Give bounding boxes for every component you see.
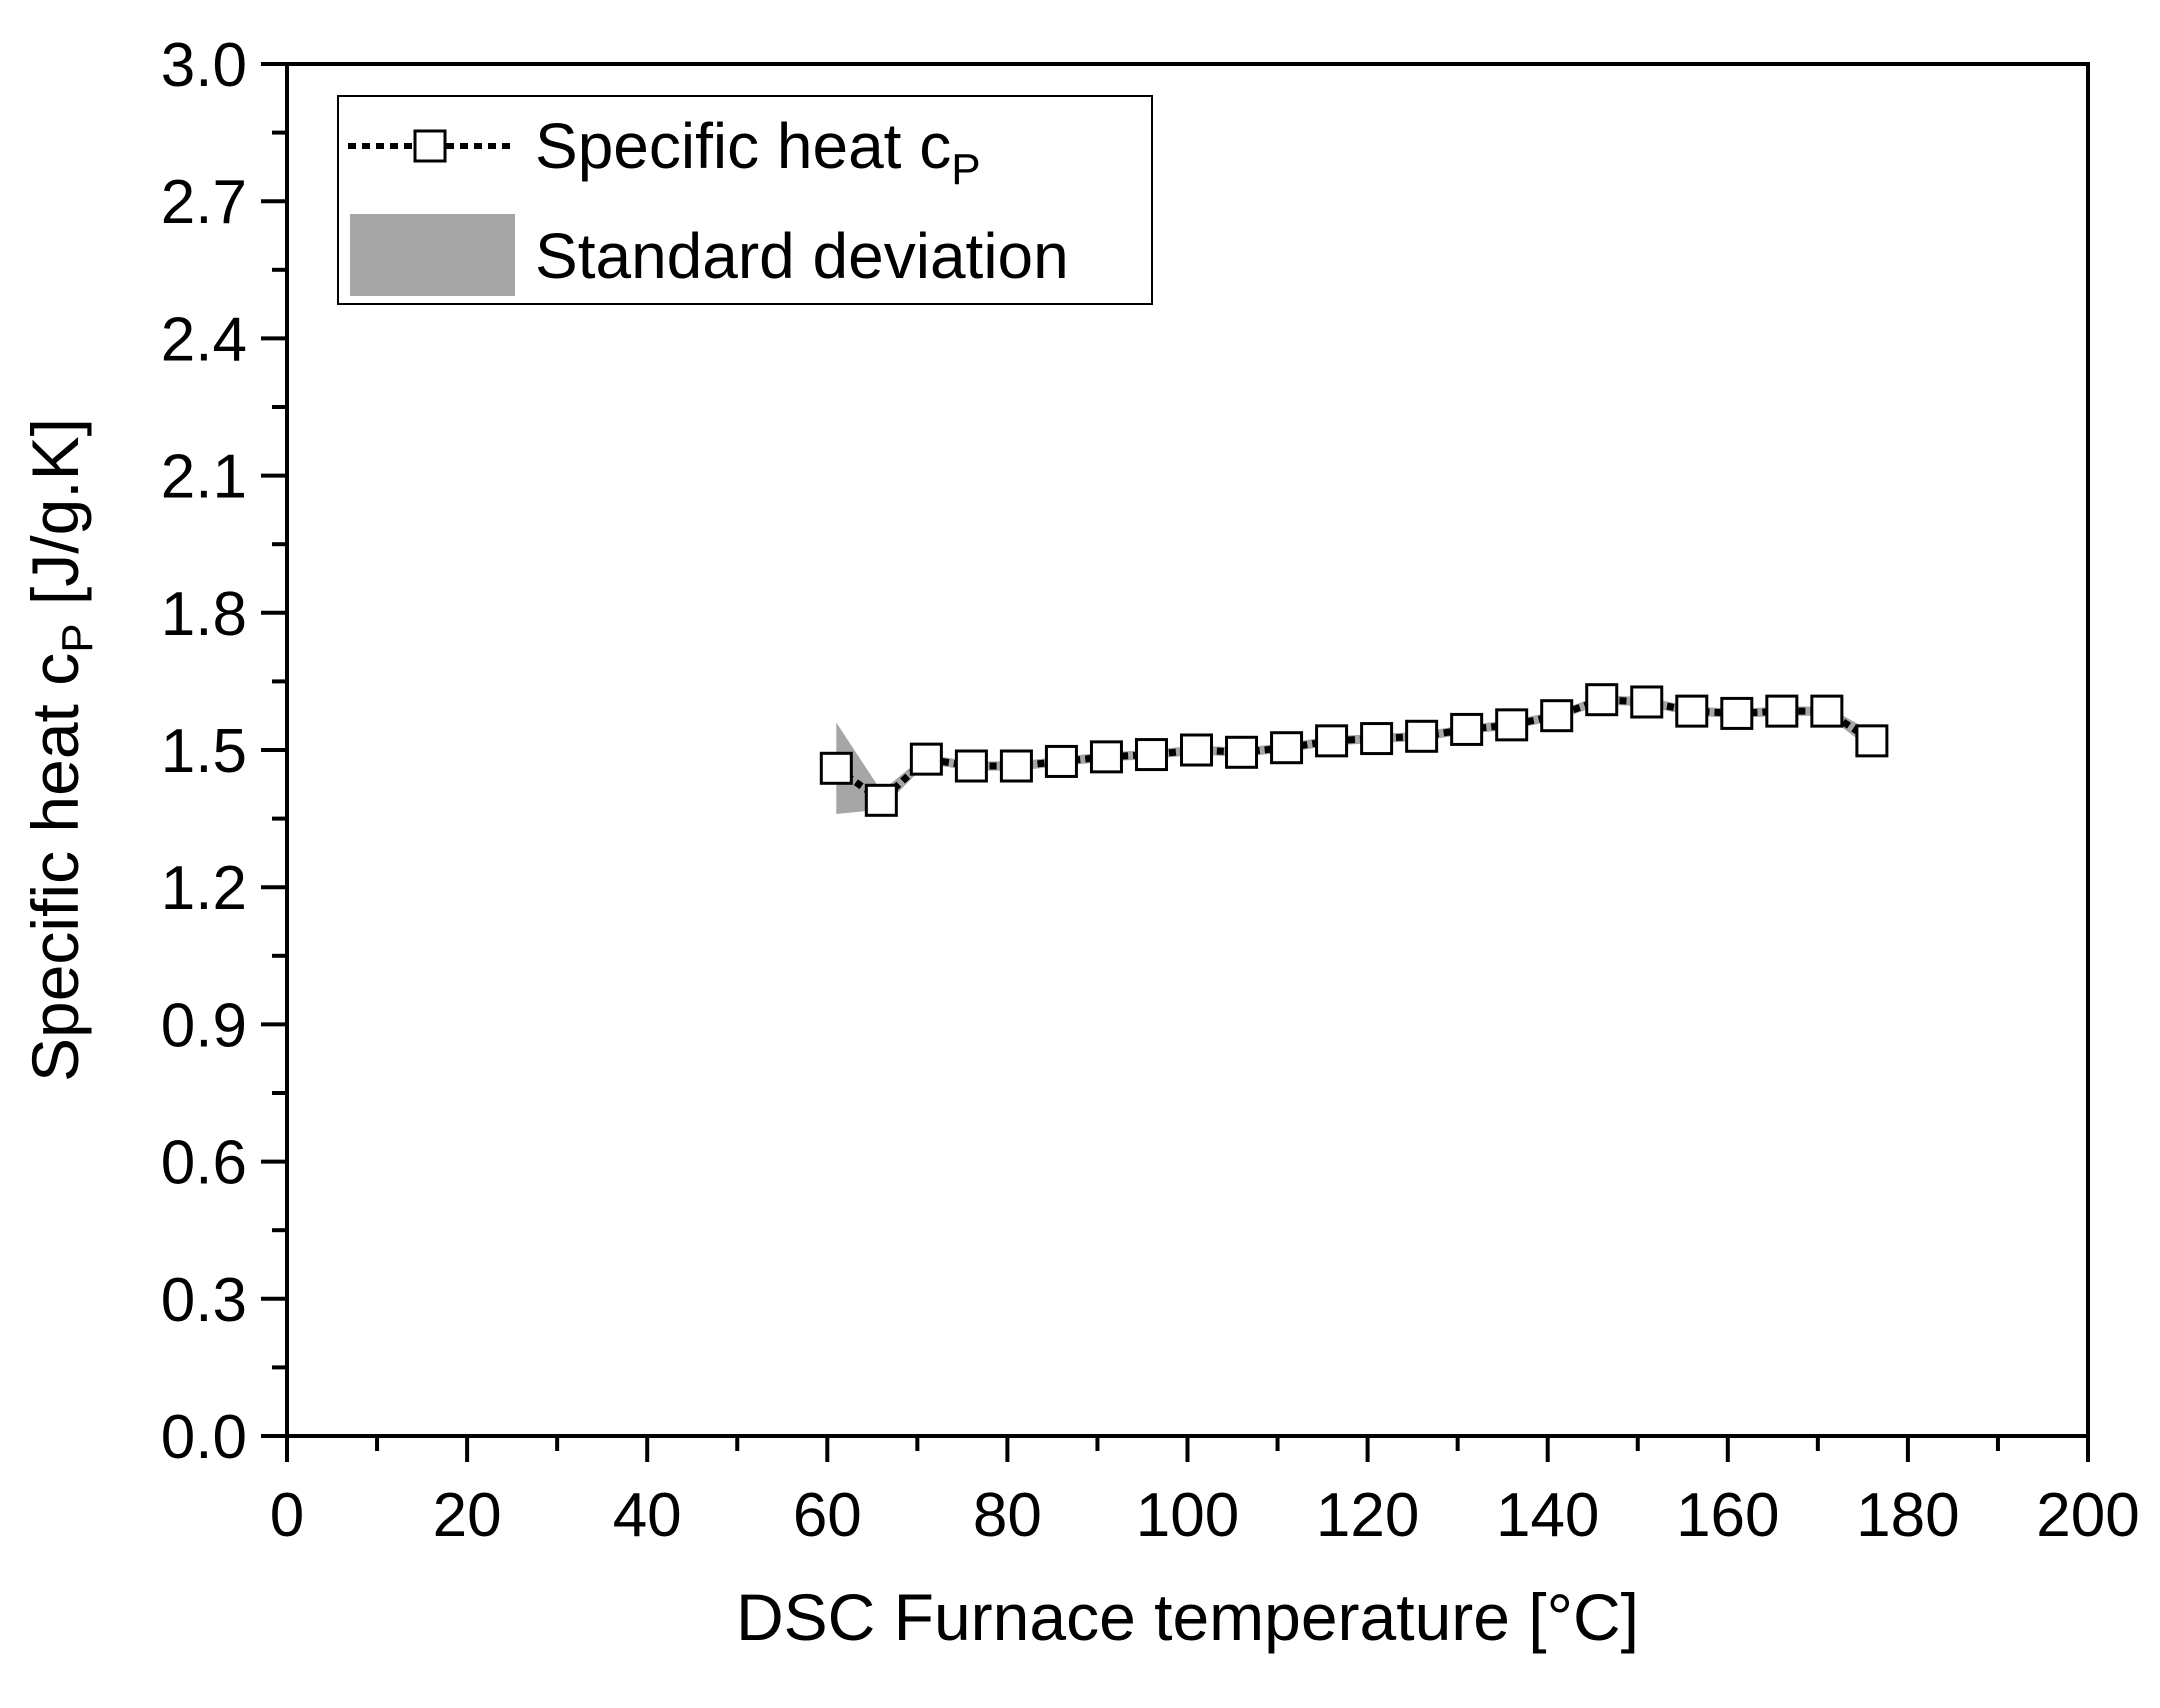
y-axis-title-main: Specific heat c [18, 653, 92, 1082]
data-point [1675, 694, 1709, 728]
x-tick-label: 80 [973, 1481, 1042, 1550]
data-point [1630, 685, 1664, 719]
legend-band-swatch [350, 214, 515, 296]
x-tick-label: 200 [2036, 1481, 2139, 1550]
legend-marker-swatch [413, 129, 447, 163]
data-point [819, 751, 853, 785]
data-point [999, 749, 1033, 783]
y-axis-title-sub: P [53, 623, 102, 652]
legend-label-main: Specific heat c [535, 110, 951, 182]
y-tick-label: 1.8 [161, 580, 247, 649]
x-tick-label: 0 [270, 1481, 304, 1550]
legend: Specific heat cP Standard deviation [337, 95, 1153, 305]
x-tick-label: 60 [793, 1481, 862, 1550]
y-tick-label: 1.2 [161, 854, 247, 923]
data-point [1225, 735, 1259, 769]
data-point [1360, 722, 1394, 756]
y-tick-label: 3.0 [161, 31, 247, 100]
y-tick-label: 1.5 [161, 717, 247, 786]
data-point [1180, 733, 1214, 767]
data-point [1044, 744, 1078, 778]
data-point [1585, 683, 1619, 717]
legend-label-standard-deviation: Standard deviation [535, 220, 1069, 292]
y-tick-label: 0.6 [161, 1129, 247, 1198]
y-tick-label: 0.0 [161, 1403, 247, 1472]
x-tick-label: 140 [1496, 1481, 1599, 1550]
y-tick-label: 2.1 [161, 443, 247, 512]
y-axis-title-unit: [J/g.K] [18, 418, 92, 623]
data-point [1720, 696, 1754, 730]
y-tick-label: 0.9 [161, 991, 247, 1060]
tick-layer: 0 20 40 60 80 100 120 140 160 180 200 0.0 0.3 0.6 0.9 1… [161, 31, 2140, 1550]
data-point [1855, 724, 1889, 758]
x-tick-label: 20 [433, 1481, 502, 1550]
x-tick-label: 100 [1136, 1481, 1239, 1550]
x-tick-label: 180 [1856, 1481, 1959, 1550]
data-point [954, 749, 988, 783]
y-tick-label: 0.3 [161, 1266, 247, 1335]
data-point [1495, 708, 1529, 742]
x-tick-label: 160 [1676, 1481, 1779, 1550]
x-tick-label: 40 [613, 1481, 682, 1550]
data-point [1765, 694, 1799, 728]
data-point [864, 783, 898, 817]
legend-label-specific-heat: Specific heat cP [535, 110, 981, 194]
x-tick-label: 120 [1316, 1481, 1419, 1550]
y-tick-label: 2.7 [161, 168, 247, 237]
y-tick-label: 2.4 [161, 305, 247, 374]
data-point [1315, 724, 1349, 758]
legend-label-sub: P [951, 145, 980, 194]
series-layer [819, 683, 1889, 817]
data-point [1810, 694, 1844, 728]
data-point [1450, 712, 1484, 746]
data-point [1540, 699, 1574, 733]
data-point [909, 742, 943, 776]
data-point [1089, 740, 1123, 774]
data-point [1134, 738, 1168, 772]
x-axis-title: DSC Furnace temperature [°C] [736, 1580, 1639, 1654]
data-point [1405, 719, 1439, 753]
series-line [834, 696, 1874, 805]
y-axis-title: Specific heat cP [J/g.K] [18, 418, 102, 1082]
data-point [1270, 731, 1304, 765]
